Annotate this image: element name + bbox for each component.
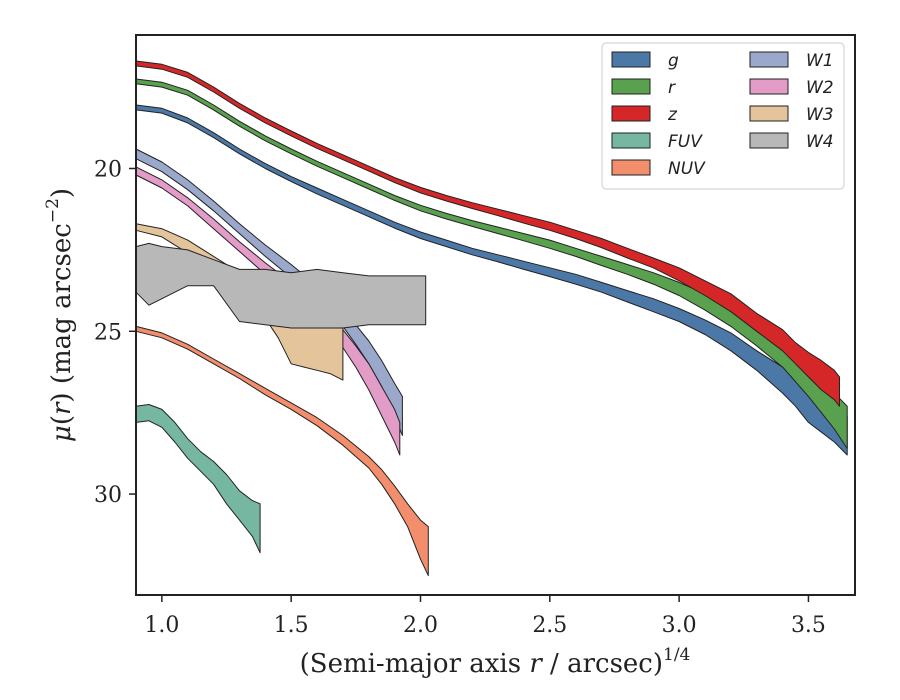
band-z	[135, 60, 840, 407]
y-tick-label-0: 20	[94, 157, 122, 182]
legend-swatch-r	[611, 78, 651, 95]
legend-label-w2: W2	[806, 78, 834, 98]
band-g	[135, 104, 848, 456]
y-tick-label-1: 25	[94, 320, 122, 345]
band-fuv	[135, 404, 261, 554]
legend: grz FUV NUV W1 W2 W3 W4	[601, 42, 845, 190]
band-r	[135, 78, 848, 449]
legend-label-r: r	[668, 78, 676, 98]
legend-label-w1: W1	[806, 51, 834, 71]
band-nuv	[135, 325, 429, 576]
legend-label-fuv: FUV	[668, 132, 703, 152]
plot-frame	[135, 34, 856, 596]
band-w1	[135, 148, 403, 436]
x-tick-label-0: 1.0	[144, 613, 179, 638]
x-axis-label: (Semi-major axis r / arcsec)1/4	[300, 645, 691, 679]
x-tick-label-5: 3.5	[791, 613, 826, 638]
legend-label-w3: W3	[806, 105, 834, 125]
legend-swatch-fuv	[611, 132, 651, 149]
legend-swatch-z	[611, 105, 651, 122]
legend-label-nuv: NUV	[668, 159, 706, 179]
legend-swatch-w4	[749, 132, 789, 149]
y-axis: 20 25 30	[94, 157, 136, 508]
legend-label-w4: W4	[806, 132, 834, 152]
legend-label-z: z	[667, 105, 678, 125]
x-tick-label-2: 2.0	[403, 613, 438, 638]
x-tick-label-4: 3.0	[662, 613, 697, 638]
band-w2	[135, 166, 401, 456]
legend-swatch-nuv	[611, 159, 651, 176]
y-tick-label-2: 30	[94, 483, 122, 508]
band-w4	[135, 242, 427, 329]
legend-swatch-w2	[749, 78, 789, 95]
legend-swatch-g	[611, 51, 651, 68]
y-axis-label: μ(r) (mag arcsec−2)	[43, 188, 77, 442]
series-bands	[135, 60, 848, 576]
legend-swatch-w1	[749, 51, 789, 68]
x-tick-label-1: 1.5	[274, 613, 309, 638]
x-tick-label-3: 2.5	[532, 613, 567, 638]
x-axis: 1.0 1.5 2.0 2.5 3.0 3.5	[144, 595, 826, 638]
legend-swatch-w3	[749, 105, 789, 122]
legend-label-g: g	[668, 51, 679, 71]
